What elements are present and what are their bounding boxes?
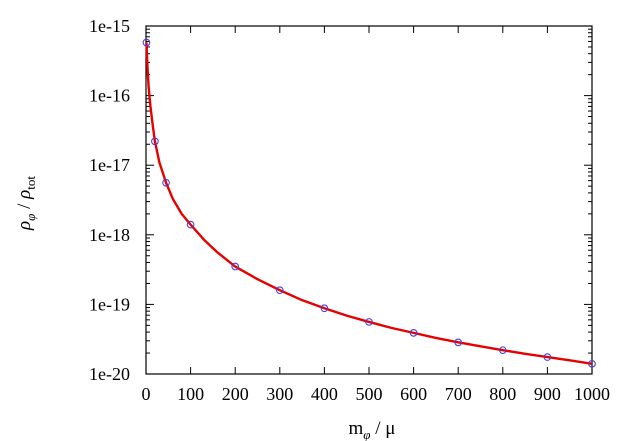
x-tick-label: 0 bbox=[142, 384, 151, 404]
x-tick-label: 300 bbox=[266, 384, 293, 404]
y-tick-label: 1e-18 bbox=[89, 225, 130, 245]
x-tick-label: 400 bbox=[311, 384, 338, 404]
y-tick-label: 1e-20 bbox=[89, 364, 130, 384]
x-tick-label: 900 bbox=[534, 384, 561, 404]
y-axis-title: ρφ / ρtot bbox=[14, 176, 38, 231]
y-tick-label: 1e-19 bbox=[89, 294, 130, 314]
x-tick-label: 200 bbox=[222, 384, 249, 404]
y-tick-label: 1e-15 bbox=[89, 16, 130, 36]
data-point bbox=[454, 338, 463, 347]
data-point bbox=[588, 359, 596, 368]
x-tick-label: 500 bbox=[356, 384, 383, 404]
x-tick-label: 100 bbox=[177, 384, 204, 404]
x-tick-label: 700 bbox=[445, 384, 472, 404]
data-point bbox=[142, 38, 151, 47]
data-point bbox=[231, 262, 240, 271]
data-point bbox=[498, 346, 507, 355]
data-point bbox=[365, 318, 373, 326]
y-tick-label: 1e-16 bbox=[89, 86, 130, 106]
data-point bbox=[151, 137, 159, 146]
x-tick-label: 1000 bbox=[574, 384, 610, 404]
x-tick-label: 600 bbox=[400, 384, 427, 404]
data-point bbox=[186, 220, 195, 229]
x-tick-label: 800 bbox=[489, 384, 516, 404]
data-point bbox=[320, 304, 329, 313]
data-point bbox=[275, 286, 284, 295]
data-point bbox=[543, 353, 552, 361]
fit-curve bbox=[145, 42, 593, 366]
data-point bbox=[162, 178, 170, 187]
x-axis-title: mφ / μ bbox=[349, 418, 396, 441]
data-point bbox=[409, 329, 418, 337]
y-tick-label: 1e-17 bbox=[89, 155, 130, 175]
